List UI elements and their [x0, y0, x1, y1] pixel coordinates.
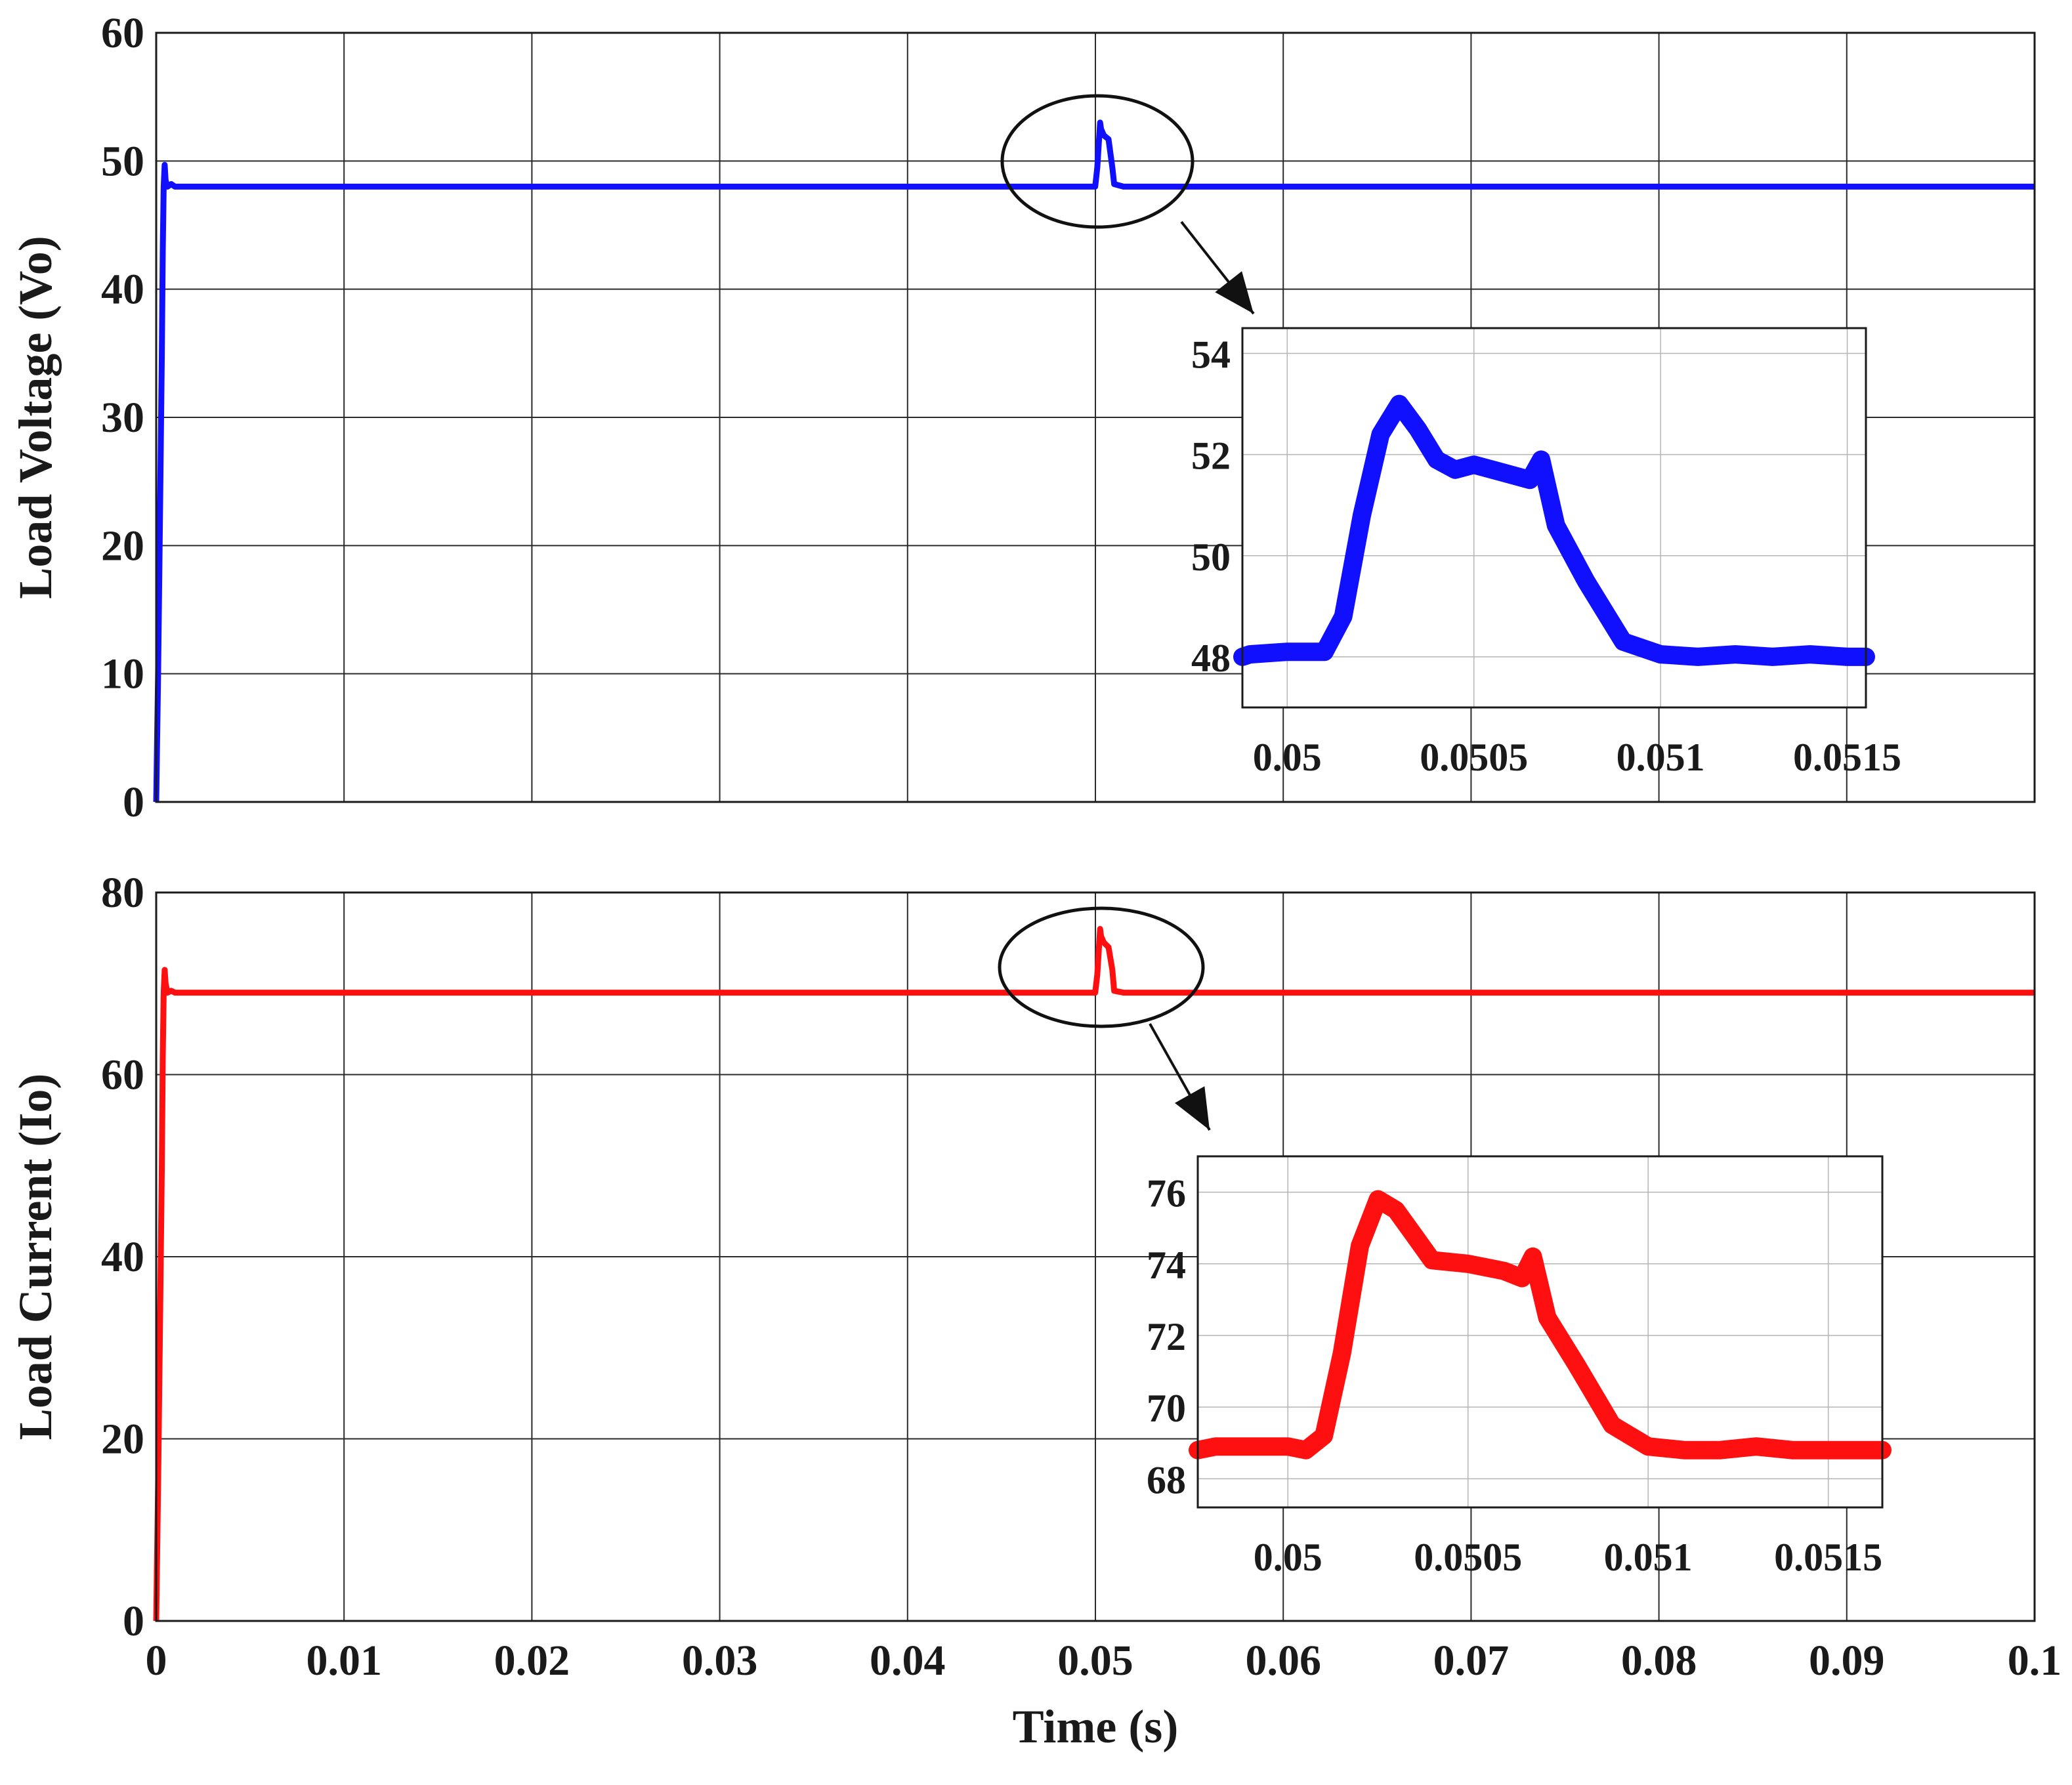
panel-2-y-tick-label: 0: [123, 1597, 144, 1645]
panel-2-frame: [155, 891, 2036, 1622]
panel-2-inset-x-tick-label: 0.05: [1254, 1536, 1322, 1579]
panel-2-inset-y-tick-label: 76: [1147, 1172, 1186, 1215]
panel-2-inset-series-line: [1189, 1190, 1892, 1460]
panel-2-x-tick-label: 0.09: [1809, 1637, 1885, 1685]
panel-1-y-axis-label: Load Voltage (Vo): [9, 236, 62, 598]
panel-1-y-tick-label: 30: [101, 394, 144, 442]
panel-2-inset-y-tick-label: 70: [1147, 1387, 1186, 1430]
panel-1-inset-x-tick-label: 0.051: [1617, 736, 1705, 779]
panel-2-y-tick-label: 80: [101, 869, 144, 917]
panel-2-inset-y-tick-label: 72: [1147, 1315, 1186, 1358]
panel-1-inset-y-tick-label: 52: [1191, 434, 1231, 478]
panel-2-zoom-arrowhead: [1175, 1086, 1210, 1130]
panel-2-inset-x-tick-label: 0.051: [1604, 1536, 1693, 1579]
panel-1-inset-frame: [1241, 327, 1867, 709]
panel-1-inset-y-tick-label: 54: [1191, 333, 1231, 377]
panel-2-y-axis-label: Load Current (Io): [9, 1074, 62, 1440]
panel-1-y-tick-label: 40: [101, 266, 144, 314]
panel-1-inset-series-line: [1233, 394, 1875, 666]
panel-1-inset-x-tick-label: 0.0505: [1420, 736, 1528, 779]
panel-1-y-tick-label: 0: [123, 778, 144, 826]
panel-1-inset-y-tick-label: 50: [1191, 536, 1231, 579]
panel-2-y-tick-label: 40: [101, 1233, 144, 1281]
panel-2-x-tick-label: 0.06: [1245, 1637, 1321, 1685]
panel-2-y-tick-label: 60: [101, 1051, 144, 1099]
panel-1-inset-axes: 0.05 0.0505 0.051 0.0515 48 50 52 54: [1191, 327, 1901, 779]
panel-2-series-line: [153, 926, 2035, 1622]
panel-1-frame: [155, 32, 2036, 803]
panel-2-x-tick-label: 0.1: [2008, 1637, 2062, 1685]
panel-2-x-tick-label: 0.08: [1621, 1637, 1697, 1685]
panel-2-x-tick-label: 0.03: [682, 1637, 758, 1685]
panel-1-inset-x-tick-label: 0.05: [1253, 736, 1322, 779]
panel-2-x-tick-label: 0.05: [1057, 1637, 1133, 1685]
panel-2-y-tick-label: 20: [101, 1416, 144, 1463]
panel-2-inset-axes: 0.05 0.0505 0.051 0.0515 68 70 72 74 76: [1147, 1155, 1892, 1579]
panel-2-x-tick-label: 0.01: [306, 1637, 382, 1685]
panel-1-inset-x-tick-label: 0.0515: [1793, 736, 1901, 779]
panel-2-inset-x-tick-label: 0.0505: [1414, 1536, 1522, 1579]
panel-2-x-axis-label: Time (s): [1013, 1700, 1179, 1753]
panel-1-zoom-highlight-ellipse: [1000, 94, 1195, 229]
panel-1-y-tick-label: 10: [101, 650, 144, 698]
panel-1-y-tick-label: 20: [101, 522, 144, 570]
panel-2-x-tick-label: 0.04: [870, 1637, 946, 1685]
panel-2-inset-y-tick-label: 68: [1147, 1458, 1186, 1502]
panel-1-series-line: [153, 119, 2035, 803]
panel-2-inset-x-tick-label: 0.0515: [1774, 1536, 1882, 1579]
panel-2-inset-frame: [1196, 1155, 1884, 1509]
panel-2-x-tick-label: 0.02: [494, 1637, 570, 1685]
panel-2-inset-y-tick-label: 74: [1147, 1244, 1186, 1287]
panel-1-y-tick-label: 50: [101, 137, 144, 185]
panel-2-zoom-highlight-ellipse: [998, 906, 1205, 1028]
panel-2-x-tick-label: 0.07: [1433, 1637, 1510, 1685]
panel-1-inset-y-tick-label: 48: [1191, 637, 1231, 680]
panel-1-zoom-arrowhead: [1215, 271, 1254, 314]
panel-2-x-tick-label: 0: [146, 1637, 167, 1685]
panel-1-y-tick-label: 60: [101, 9, 144, 57]
